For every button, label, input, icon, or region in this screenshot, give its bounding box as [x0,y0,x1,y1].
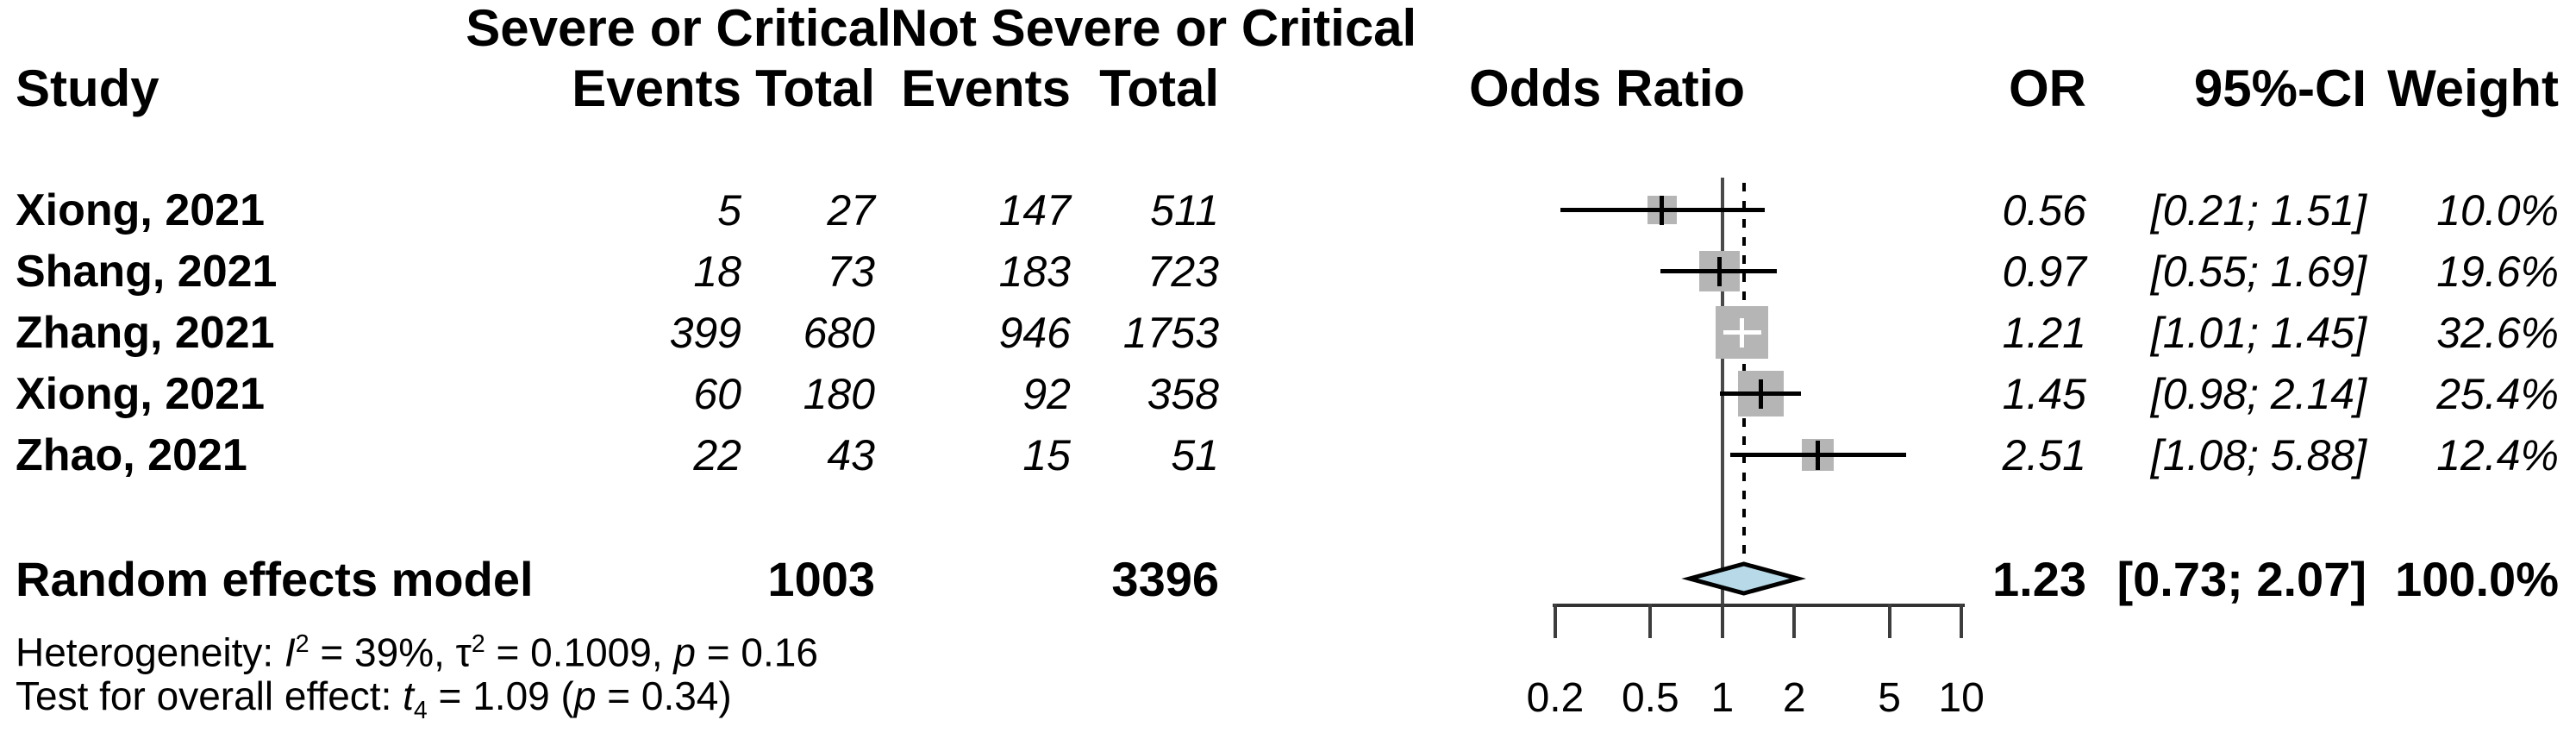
axis-tick [1648,604,1653,638]
events-severe: 18 [693,247,741,296]
study-name: Shang, 2021 [16,246,278,297]
study-name: Zhao, 2021 [16,429,247,480]
overall-effect-note: Test for overall effect: t4 = 1.09 (p = … [16,673,732,725]
effect-marker [1660,195,1665,225]
axis-tick [1887,604,1891,638]
effect-marker [1716,256,1722,286]
table-row: Shang, 2021 18 73 183 723 0.97 [0.55; 1.69] 19.… [0,241,2576,302]
summary-label: Random effects model [16,552,534,606]
summary-weight: 100.0% [2395,552,2559,606]
ci-value: [0.98; 2.14] [2150,369,2367,418]
axis-line [1553,604,1965,607]
summary-row: Random effects model 1003 3396 1.23 [0.7… [0,549,2576,610]
events-severe: 60 [693,369,741,418]
axis-tick [1553,604,1557,638]
study-name: Xiong, 2021 [16,368,265,419]
events-not-severe: 946 [998,308,1071,357]
total-not-severe: 511 [1150,185,1219,235]
group-header-severe: Severe or Critical [466,0,891,57]
column-header-ci: 95%-CI [2193,59,2367,117]
axis-tick-label: 5 [1878,675,1901,721]
axis-tick-label: 10 [1938,675,1985,721]
weight-value: 19.6% [2436,247,2559,296]
ci-value: [0.55; 1.69] [2150,247,2367,296]
table-row: Xiong, 2021 60 180 92 358 1.45 [0.98; 2.14] 25.… [0,364,2576,424]
axis-tick [1960,604,1964,638]
axis-tick [1720,604,1724,638]
weight-value: 32.6% [2436,308,2559,357]
or-value: 0.97 [2002,247,2086,296]
table-row: Xiong, 2021 5 27 147 511 0.56 [0.21; 1.51] 10.0… [0,180,2576,241]
events-severe: 5 [717,185,741,235]
column-header-odds-ratio: Odds Ratio [1469,59,1746,117]
summary-total-severe: 1003 [767,552,875,606]
summary-total-not-severe: 3396 [1111,552,1219,606]
total-severe: 180 [803,369,875,418]
study-name: Zhang, 2021 [16,307,275,358]
summary-ci: [0.73; 2.07] [2116,552,2367,606]
events-severe: 22 [693,430,741,479]
total-not-severe: 358 [1147,369,1219,418]
axis-tick-label: 0.5 [1621,675,1679,721]
weight-value: 10.0% [2436,185,2559,235]
column-header-events-not-severe: Events [901,59,1071,117]
total-not-severe: 51 [1171,430,1219,479]
events-not-severe: 15 [1022,430,1071,479]
total-severe: 680 [803,308,875,357]
weight-value: 12.4% [2436,430,2559,479]
heterogeneity-note: Heterogeneity: I2 = 39%, τ2 = 0.1009, p … [16,629,818,675]
ci-value: [1.08; 5.88] [2150,430,2367,479]
events-not-severe: 147 [998,185,1071,235]
summary-or: 1.23 [1992,552,2086,606]
axis-tick [1792,604,1797,638]
group-header-not-severe: Not Severe or Critical [891,0,1417,57]
table-row: Zhao, 2021 22 43 15 51 2.51 [1.08; 5.88] 12.4% [0,425,2576,485]
column-header-weight: Weight [2387,59,2559,117]
column-header-or: OR [2009,59,2086,117]
effect-marker [1759,379,1764,409]
ci-value: [0.21; 1.51] [2150,185,2367,235]
total-severe: 43 [827,430,875,479]
effect-marker [1816,440,1821,470]
ci-value: [1.01; 1.45] [2150,308,2367,357]
or-value: 2.51 [2002,430,2086,479]
column-header-study: Study [16,59,159,117]
or-value: 1.21 [2002,308,2086,357]
or-value: 1.45 [2002,369,2086,418]
total-not-severe: 723 [1147,247,1219,296]
column-header-total-not-severe: Total [1099,59,1219,117]
total-severe: 27 [827,185,875,235]
study-name: Xiong, 2021 [16,185,265,235]
effect-marker [1740,317,1745,348]
table-row: Zhang, 2021 399 680 946 1753 1.21 [1.01; 1.45]… [0,303,2576,363]
events-not-severe: 92 [1022,369,1071,418]
or-value: 0.56 [2002,185,2086,235]
column-header-total-severe: Total [755,59,875,117]
axis-tick-label: 2 [1782,675,1806,721]
weight-value: 25.4% [2436,369,2559,418]
events-not-severe: 183 [998,247,1071,296]
column-header-events-severe: Events [572,59,741,117]
axis-tick-label: 1 [1710,675,1735,721]
axis-tick-label: 0.2 [1526,675,1585,721]
events-severe: 399 [669,308,741,357]
total-severe: 73 [827,247,875,296]
total-not-severe: 1753 [1122,308,1219,357]
